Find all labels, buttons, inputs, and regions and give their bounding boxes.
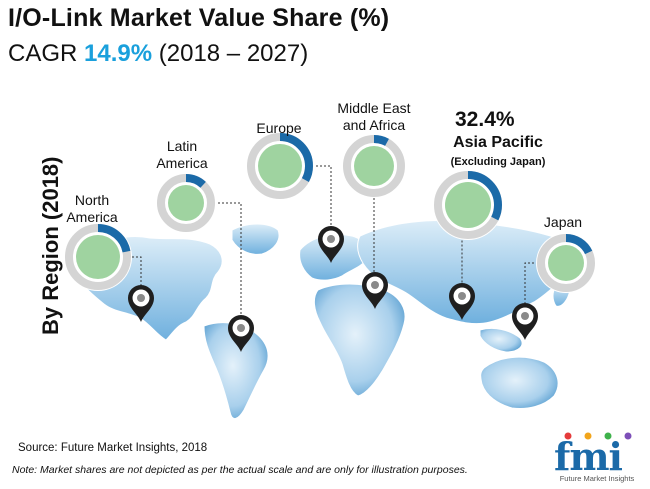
label-japan: Japan [543,214,583,230]
map-australia [480,356,559,409]
donut-north-america [64,223,132,291]
cagr-label: CAGR [8,40,78,67]
cagr-value: 14.9% [84,40,153,67]
donut-arc-latin-america [157,174,215,232]
donut-asia-pacific [433,170,503,240]
label-middle-east-africa: Middle East and Africa [337,100,411,133]
pin-latin-america [228,315,254,352]
donut-center-asia-pacific [445,182,491,228]
donut-latin-america [156,173,216,233]
donut-center-europe [258,144,302,188]
logo-wordmark: fmi [554,434,623,479]
donut-arc-asia-pacific [434,171,502,239]
label-asia-pacific-sub: (Excluding Japan) [450,156,546,168]
donut-arc-japan [537,234,595,292]
logo-tagline: Future Market Insights [559,474,635,483]
label-asia-pacific-value: 32.4% [455,108,515,131]
logo-dots-icon [564,432,632,440]
donut-arc-middle-east-africa [343,135,405,197]
donut-arc-europe [247,133,313,199]
donut-center-japan [548,245,584,281]
pin-asia-pacific [449,283,475,320]
donut-middle-east-africa [342,134,406,198]
chart-title: I/O-Link Market Value Share (%) [8,4,390,32]
map-greenland [231,223,280,255]
map-south-america [203,322,269,419]
label-asia-pacific: Asia Pacific [453,134,543,151]
fmi-logo: fmi Future Market Insights [546,428,644,484]
pin-north-america [128,285,154,322]
pin-middle-east-africa [362,272,388,309]
donut-arc-north-america [65,224,131,290]
map-africa [313,283,406,397]
note-text: Note: Market shares are not depicted as … [12,464,468,476]
pin-group [128,226,538,352]
donut-center-north-america [76,235,120,279]
label-north-america: North America [66,192,118,225]
pin-europe [318,226,344,263]
donut-center-latin-america [168,185,204,221]
donut-europe [246,132,314,200]
map-southeast-asia [479,327,523,353]
label-latin-america: Latin America [156,138,208,171]
donut-japan [536,233,596,293]
pin-japan [512,303,538,340]
label-europe: Europe [256,120,302,136]
chart-subtitle: CAGR 14.9% (2018 – 2027) [8,40,308,68]
source-text: Source: Future Market Insights, 2018 [18,442,208,454]
period-label: (2018 – 2027) [158,40,309,67]
donut-center-middle-east-africa [354,146,394,186]
donut-group [64,132,596,293]
